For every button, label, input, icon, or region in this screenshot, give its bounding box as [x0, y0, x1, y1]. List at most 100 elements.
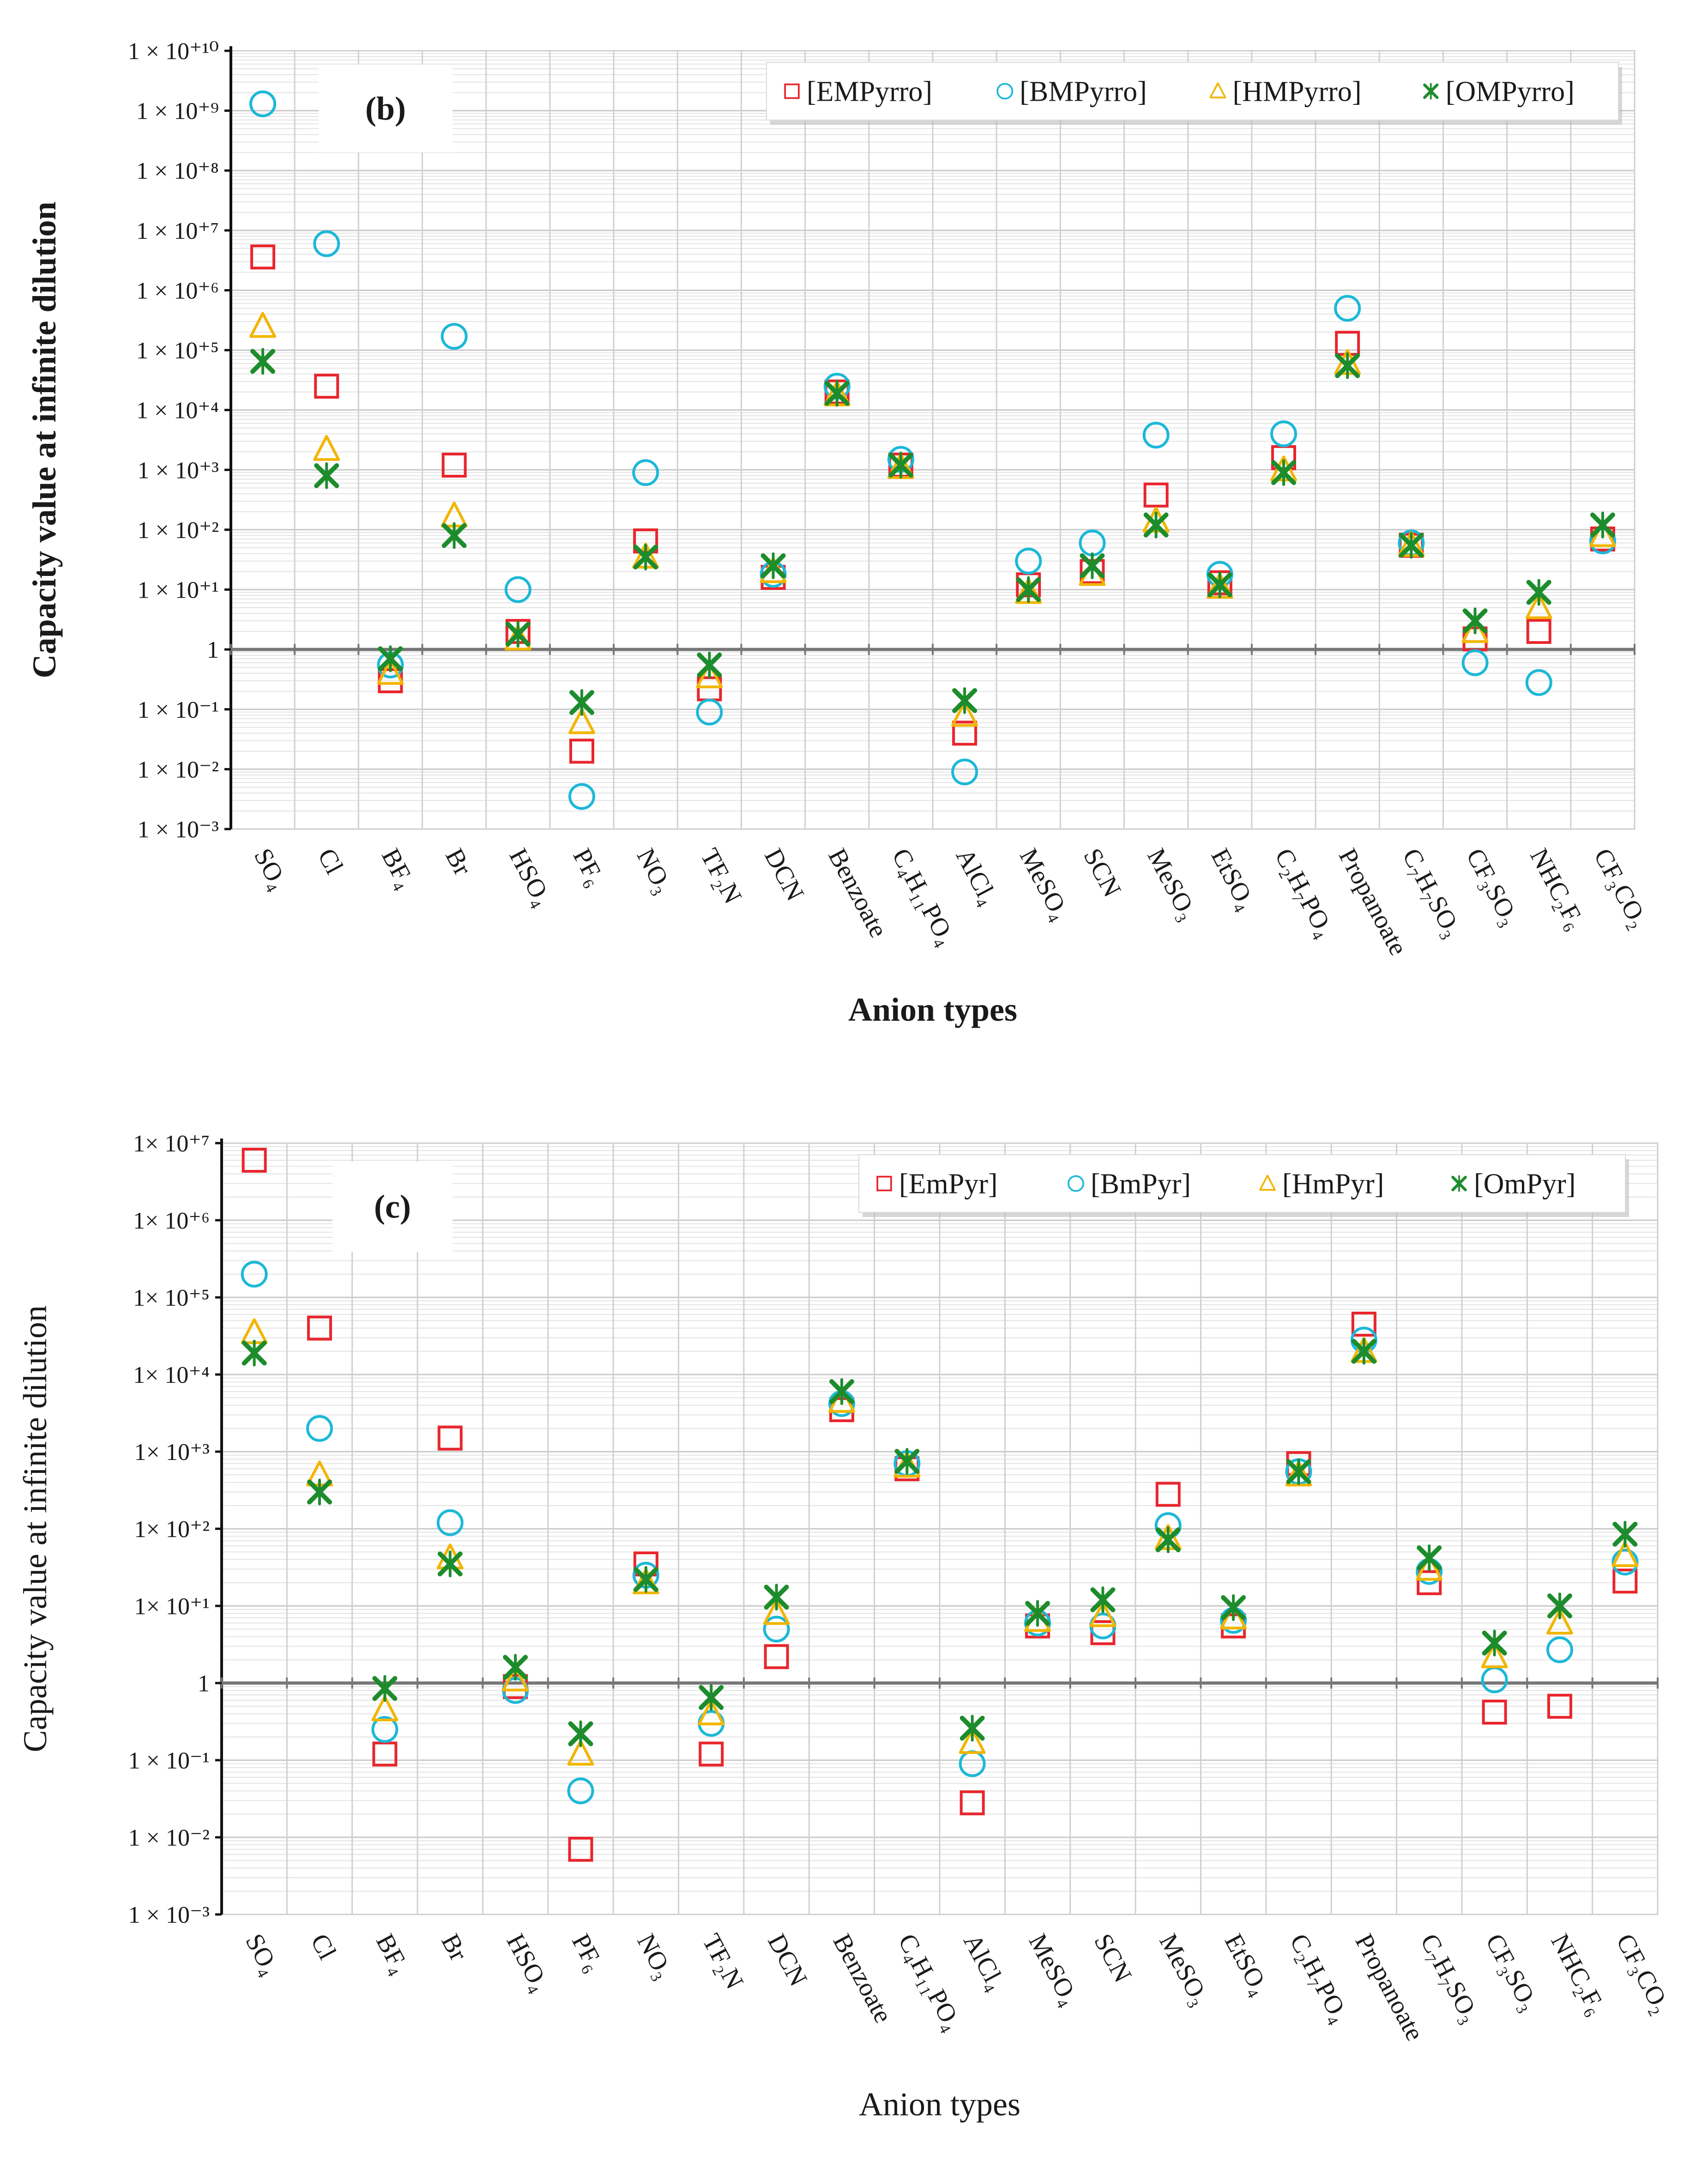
data-point-empyr-cl: [307, 1315, 332, 1341]
data-point-hmpyrro-cl: [313, 435, 340, 461]
y-tick-label: 1 × 10⁻²: [128, 1825, 210, 1851]
data-point-hmpyr-cf3co2: [1611, 1541, 1639, 1567]
x-axis-title: Anion types: [859, 2086, 1020, 2123]
data-point-ompyr-cl: [307, 1478, 332, 1506]
data-point-ompyrro-cf3so3: [1462, 607, 1488, 635]
data-point-ompyr-pf6: [568, 1720, 593, 1747]
data-point-ompyrro-meso3: [1143, 511, 1169, 539]
data-point-ompyr-br: [437, 1550, 463, 1578]
data-point-empyrro-pf6: [569, 739, 594, 764]
legend-label-bmpyr: [BmPyr]: [1091, 1169, 1191, 1200]
data-point-ompyrro-pf6: [569, 689, 594, 716]
y-tick-label: 1 × 10⁺¹: [138, 577, 219, 604]
data-point-empyr-c7h7so3: [1417, 1570, 1442, 1595]
data-point-ompyr-bf4: [372, 1675, 398, 1702]
y-tick-label: 1 × 10⁺³: [138, 457, 219, 484]
y-tick-label: 1 × 10⁺⁶: [136, 278, 219, 304]
data-point-ompyrro-hso4: [505, 621, 531, 648]
data-point-empyrro-nhc2f6: [1526, 619, 1551, 644]
data-point-ompyr-meso4: [1025, 1600, 1050, 1627]
panel-label-box: [319, 65, 453, 152]
data-point-bmpyr-br: [436, 1509, 464, 1536]
data-point-hmpyrro-nhc2f6: [1525, 593, 1552, 619]
data-point-empyr-alcl4: [960, 1790, 985, 1816]
data-point-empyr-propanoate: [1351, 1311, 1376, 1337]
data-point-bmpyrro-c2h7po4: [1270, 420, 1297, 448]
data-point-empyrro-br: [441, 453, 467, 478]
series-ompyr: [241, 1338, 1638, 1747]
legend-box: [858, 1154, 1626, 1213]
data-point-ompyrro-nhc2f6: [1526, 579, 1551, 606]
data-point-empyr-br: [437, 1425, 463, 1451]
data-point-ompyr-no3: [633, 1566, 658, 1593]
data-point-empyr-bf4: [372, 1741, 398, 1767]
data-point-ompyrro-etso4: [1207, 571, 1232, 599]
data-point-ompyrro-no3: [633, 544, 658, 571]
data-point-empyr-so4: [241, 1148, 267, 1173]
y-axis-title: Capacity value at infinite dilution: [26, 201, 63, 678]
data-point-ompyr-meso3: [1155, 1526, 1181, 1553]
data-point-empyr-meso3: [1155, 1482, 1181, 1507]
data-point-bmpyr-cl: [306, 1415, 333, 1442]
data-point-ompyrro-benzoate: [824, 380, 850, 407]
y-tick-label: 1 × 10⁺⁹: [136, 98, 219, 125]
data-point-ompyrro-c4h11po4: [888, 452, 913, 479]
y-tick-label: 1× 10⁺⁶: [133, 1208, 210, 1234]
legend-label-empyrro: [EMPyrro]: [807, 76, 932, 108]
data-point-hmpyrro-tf2n: [696, 662, 723, 689]
data-point-bmpyrro-nhc2f6: [1525, 669, 1552, 696]
y-tick-label: 1× 10⁺⁴: [133, 1362, 210, 1388]
data-point-empyr-cf3so3: [1482, 1699, 1507, 1725]
data-point-hmpyrro-alcl4: [951, 701, 978, 727]
panel-label: (c): [374, 1188, 411, 1225]
legend-marker-hmpyrro: [1209, 82, 1226, 98]
data-point-hmpyr-scn: [1089, 1601, 1117, 1627]
data-point-ompyrro-propanoate: [1335, 352, 1360, 379]
y-tick-label: 1 × 10⁺⁴: [136, 398, 219, 424]
data-point-ompyr-so4: [241, 1339, 267, 1367]
data-point-bmpyr-bf4: [371, 1716, 398, 1743]
legend-box: [766, 62, 1619, 121]
y-tick-label: 1× 10⁺²: [134, 1516, 210, 1543]
legend-label-hmpyrro: [HMPyrro]: [1233, 76, 1362, 108]
data-point-ompyrro-br: [441, 522, 467, 549]
y-tick-label: 1 × 10⁻¹: [128, 1748, 210, 1774]
data-point-ompyr-c4h11po4: [894, 1447, 920, 1475]
data-point-bmpyrro-meso3: [1142, 422, 1170, 449]
legend-label-hmpyr: [HmPyr]: [1282, 1169, 1384, 1200]
data-point-bmpyrro-cl: [313, 230, 340, 257]
data-point-hmpyr-dcn: [763, 1599, 790, 1625]
data-point-hmpyr-pf6: [567, 1739, 594, 1766]
data-point-bmpyrro-no3: [632, 459, 659, 486]
data-point-empyrro-alcl4: [952, 721, 978, 746]
data-point-ompyrro-dcn: [760, 552, 786, 579]
panel-label-box: [332, 1162, 453, 1252]
data-point-empyr-tf2n: [699, 1741, 724, 1767]
data-point-ompyr-etso4: [1221, 1594, 1246, 1621]
legend-marker-bmpyr: [1068, 1175, 1084, 1192]
legend-label-ompyr: [OmPyr]: [1474, 1169, 1575, 1200]
data-point-hmpyr-tf2n: [698, 1699, 725, 1726]
y-tick-label: 1 × 10⁺⁷: [136, 218, 219, 244]
data-point-ompyrro-so4: [250, 348, 276, 375]
x-axis-title: Anion types: [848, 991, 1017, 1028]
data-point-empyr-dcn: [764, 1644, 789, 1669]
data-point-bmpyr-cf3co2: [1611, 1549, 1639, 1576]
y-tick-label: 1 × 10⁺⁵: [136, 338, 219, 364]
data-point-empyrro-meso3: [1143, 482, 1169, 508]
data-point-ompyr-nhc2f6: [1547, 1593, 1572, 1619]
y-tick-label: 1 × 10⁻²: [138, 757, 219, 783]
data-point-hmpyrro-so4: [249, 312, 277, 338]
legend-marker-empyrro: [784, 83, 800, 99]
legend-marker-hmpyr: [1259, 1175, 1276, 1191]
data-point-ompyrro-c7h7so3: [1399, 532, 1424, 559]
data-point-empyr-cf3co2: [1612, 1569, 1638, 1594]
data-point-ompyr-propanoate: [1351, 1338, 1376, 1365]
data-point-empyrro-so4: [250, 244, 276, 270]
data-point-hmpyr-nhc2f6: [1546, 1609, 1573, 1635]
data-point-bmpyrro-cf3so3: [1461, 649, 1489, 676]
data-point-empyr-nhc2f6: [1547, 1694, 1572, 1719]
data-point-ompyr-tf2n: [699, 1684, 724, 1711]
data-point-bmpyrro-br: [441, 323, 468, 350]
